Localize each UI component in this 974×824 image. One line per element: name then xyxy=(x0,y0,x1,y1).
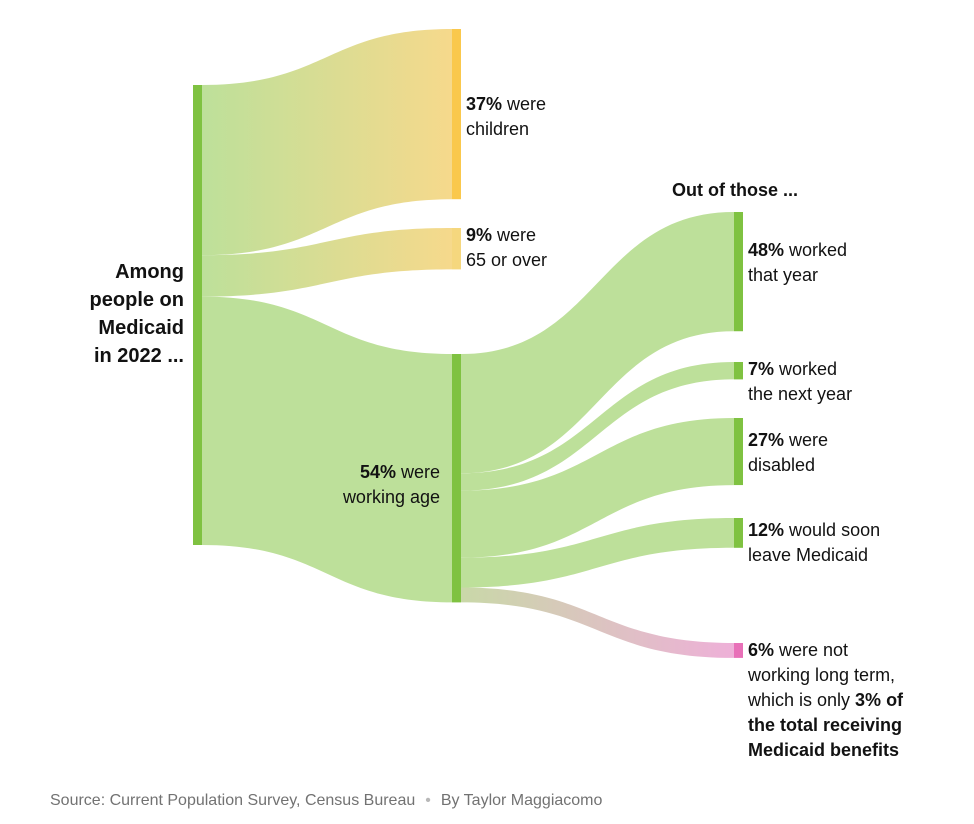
node-children xyxy=(452,29,461,200)
node-worked_next xyxy=(734,362,743,380)
label-not-working: 6% were not working long term, which is … xyxy=(748,640,904,760)
label-disabled: 27% were disabled xyxy=(748,430,829,475)
source-text: Source: Current Population Survey, Censu… xyxy=(50,792,416,809)
flow-worked_next xyxy=(461,362,734,491)
flow-working_age xyxy=(202,296,452,603)
root-label: Among people on Medicaid in 2022 ... xyxy=(60,258,184,370)
node-worked xyxy=(734,212,743,332)
flow-children xyxy=(202,29,452,256)
flow-disabled xyxy=(461,418,734,558)
node-leave xyxy=(734,518,743,548)
label-seniors: 9% were 65 or over xyxy=(466,225,548,270)
root-label-line-3: Medicaid xyxy=(98,317,184,339)
label-leave: 12% would soon leave Medicaid xyxy=(748,520,881,565)
label-working-age: 54% were working age xyxy=(342,462,440,507)
flow-not_working xyxy=(461,587,734,658)
label-children: 37% were children xyxy=(466,94,547,139)
flow-leave xyxy=(461,518,734,588)
byline: By Taylor Maggiacomo xyxy=(440,792,603,809)
label-worked-next: 7% worked the next year xyxy=(748,359,853,404)
flow-seniors xyxy=(202,228,452,297)
node-root xyxy=(193,85,202,545)
footer: Source: Current Population Survey, Censu… xyxy=(50,790,602,812)
root-label-line-2: people on xyxy=(89,289,184,311)
level2-header: Out of those ... xyxy=(672,180,798,200)
node-disabled xyxy=(734,418,743,486)
node-seniors xyxy=(452,228,461,270)
node-not_working xyxy=(734,643,743,658)
label-worked: 48% worked that year xyxy=(748,240,848,285)
root-label-line-4: in 2022 ... xyxy=(93,345,184,367)
footer-separator: • xyxy=(425,792,431,809)
root-label-line-1: Among xyxy=(115,261,184,283)
flow-worked xyxy=(461,212,734,474)
node-working_age xyxy=(452,354,461,603)
